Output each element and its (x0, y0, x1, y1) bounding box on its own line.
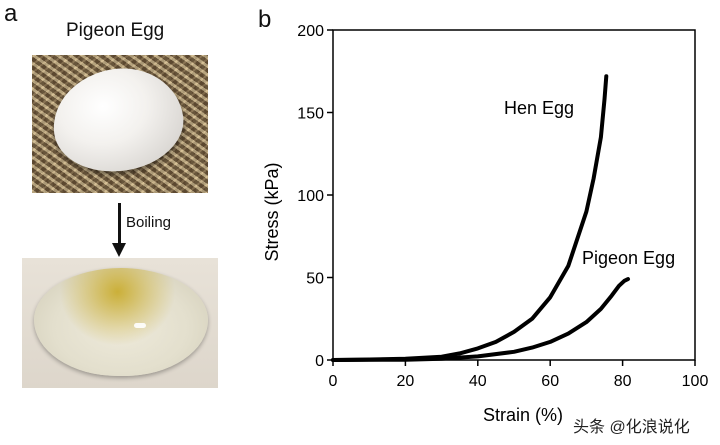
panel-a-letter: a (4, 0, 18, 27)
hen-egg-curve (331, 74, 609, 362)
pigeon-egg-curve (331, 277, 630, 362)
y-tick-label: 50 (306, 271, 324, 288)
hen-egg-annotation: Hen Egg (504, 98, 574, 118)
boiling-label: Boiling (126, 214, 172, 231)
egg-highlight (134, 323, 146, 328)
x-tick-label: 100 (682, 373, 709, 390)
x-tick-label: 80 (614, 373, 632, 390)
x-tick-label: 60 (541, 373, 559, 390)
y-tick-label: 150 (297, 106, 324, 123)
y-tick-label: 0 (315, 353, 324, 370)
x-axis-label: Strain (%) (483, 405, 563, 425)
x-tick-label: 40 (469, 373, 487, 390)
x-tick-label: 0 (329, 373, 338, 390)
watermark: 头条 @化浪说化 (573, 419, 690, 436)
down-arrow-icon (112, 243, 126, 257)
y-tick-label: 200 (297, 23, 324, 40)
y-tick-label: 100 (297, 188, 324, 205)
x-tick-label: 20 (397, 373, 415, 390)
panel-b-letter: b (258, 6, 272, 33)
boiled-pigeon-egg (34, 268, 208, 376)
y-axis-label: Stress (kPa) (262, 162, 282, 261)
pigeon-egg-title: Pigeon Egg (66, 20, 165, 41)
plot-area-frame (332, 29, 696, 361)
boiled-egg-photo (22, 258, 218, 388)
boiling-arrow-shaft (118, 203, 121, 245)
raw-egg-photo (32, 55, 208, 193)
pigeon-egg-annotation: Pigeon Egg (582, 248, 675, 268)
